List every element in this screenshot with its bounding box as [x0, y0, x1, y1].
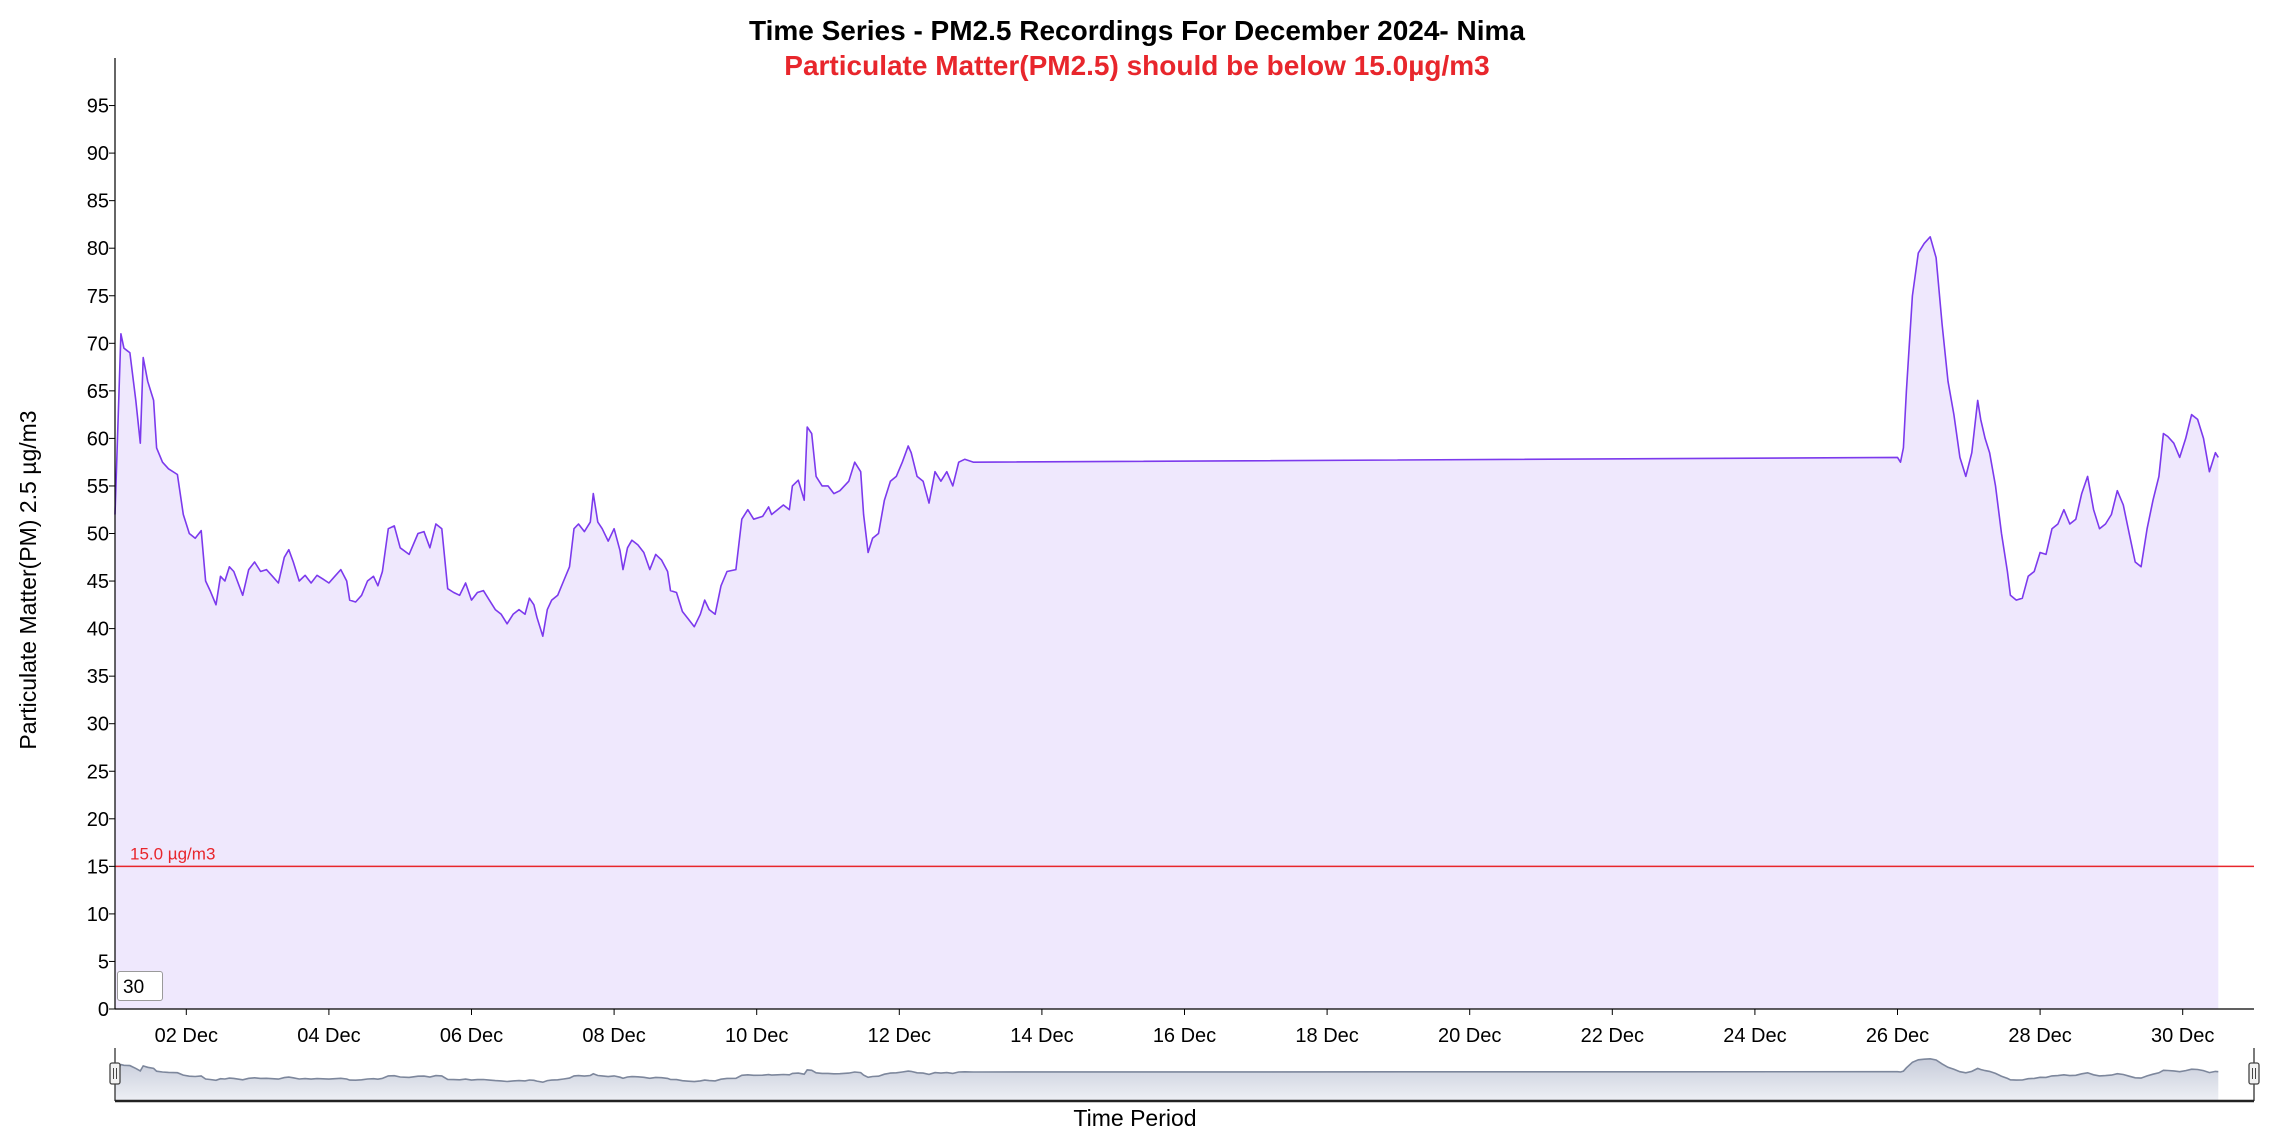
y-axis-title: Particulate Matter(PM) 2.5 µg/m3	[15, 410, 41, 749]
chart-title: Time Series - PM2.5 Recordings For Decem…	[749, 15, 1525, 46]
y-ticks: 0 5 10 15 20 25 30 35 40 45 50 55 60 65 70 75 80 85 90 95	[87, 96, 115, 1021]
data-area-group	[114, 236, 2219, 1010]
y-tick-label: 20	[87, 809, 109, 831]
y-tick-label: 50	[87, 524, 109, 546]
x-tick-label: 30 Dec	[2151, 1025, 2214, 1047]
moving-average-window-input[interactable]	[117, 971, 163, 1001]
y-tick-label: 15	[87, 856, 109, 878]
threshold-group: 15.0 µg/m3	[115, 844, 2254, 868]
x-axis-title: Time Period	[1073, 1105, 1196, 1131]
y-tick-label: 75	[87, 286, 109, 308]
y-tick-label: 40	[87, 619, 109, 641]
y-tick-label: 30	[87, 714, 109, 736]
x-tick-label: 14 Dec	[1010, 1025, 1073, 1047]
x-tick-label: 08 Dec	[582, 1025, 645, 1047]
x-tick-label: 22 Dec	[1581, 1025, 1644, 1047]
y-tick-label: 65	[87, 381, 109, 403]
x-tick-label: 06 Dec	[440, 1025, 503, 1047]
x-ticks: 02 Dec 04 Dec 06 Dec 08 Dec 10 Dec 12 Dec 14 D…	[155, 1009, 2214, 1047]
x-tick-label: 12 Dec	[868, 1025, 931, 1047]
x-tick-label: 26 Dec	[1866, 1025, 1929, 1047]
y-tick-label: 60	[87, 428, 109, 450]
range-navigator[interactable]	[109, 1048, 2260, 1103]
threshold-label: 15.0 µg/m3	[130, 844, 215, 863]
y-tick-label: 70	[87, 333, 109, 355]
navigator-area	[115, 1058, 2219, 1101]
chart-subtitle: Particulate Matter(PM2.5) should be belo…	[784, 50, 1489, 81]
y-tick-label: 10	[87, 904, 109, 926]
y-tick-label: 80	[87, 238, 109, 260]
y-tick-label: 35	[87, 666, 109, 688]
y-tick-label: 85	[87, 191, 109, 213]
y-tick-label: 0	[98, 999, 109, 1021]
y-tick-label: 25	[87, 761, 109, 783]
x-tick-label: 10 Dec	[725, 1025, 788, 1047]
navigator-right-handle[interactable]	[2248, 1062, 2260, 1085]
x-tick-label: 16 Dec	[1153, 1025, 1216, 1047]
x-tick-label: 28 Dec	[2008, 1025, 2071, 1047]
y-tick-label: 55	[87, 476, 109, 498]
series-area-fill	[115, 236, 2219, 1010]
x-tick-label: 02 Dec	[155, 1025, 218, 1047]
series-line	[114, 236, 2219, 637]
navigator-line	[114, 1057, 2219, 1084]
y-tick-label: 45	[87, 571, 109, 593]
x-tick-label: 24 Dec	[1723, 1025, 1786, 1047]
y-tick-label: 90	[87, 143, 109, 165]
x-tick-label: 04 Dec	[297, 1025, 360, 1047]
x-tick-label: 18 Dec	[1295, 1025, 1358, 1047]
y-tick-label: 95	[87, 96, 109, 118]
x-tick-label: 20 Dec	[1438, 1025, 1501, 1047]
y-tick-label: 5	[98, 951, 109, 973]
navigator-left-handle[interactable]	[109, 1062, 121, 1085]
